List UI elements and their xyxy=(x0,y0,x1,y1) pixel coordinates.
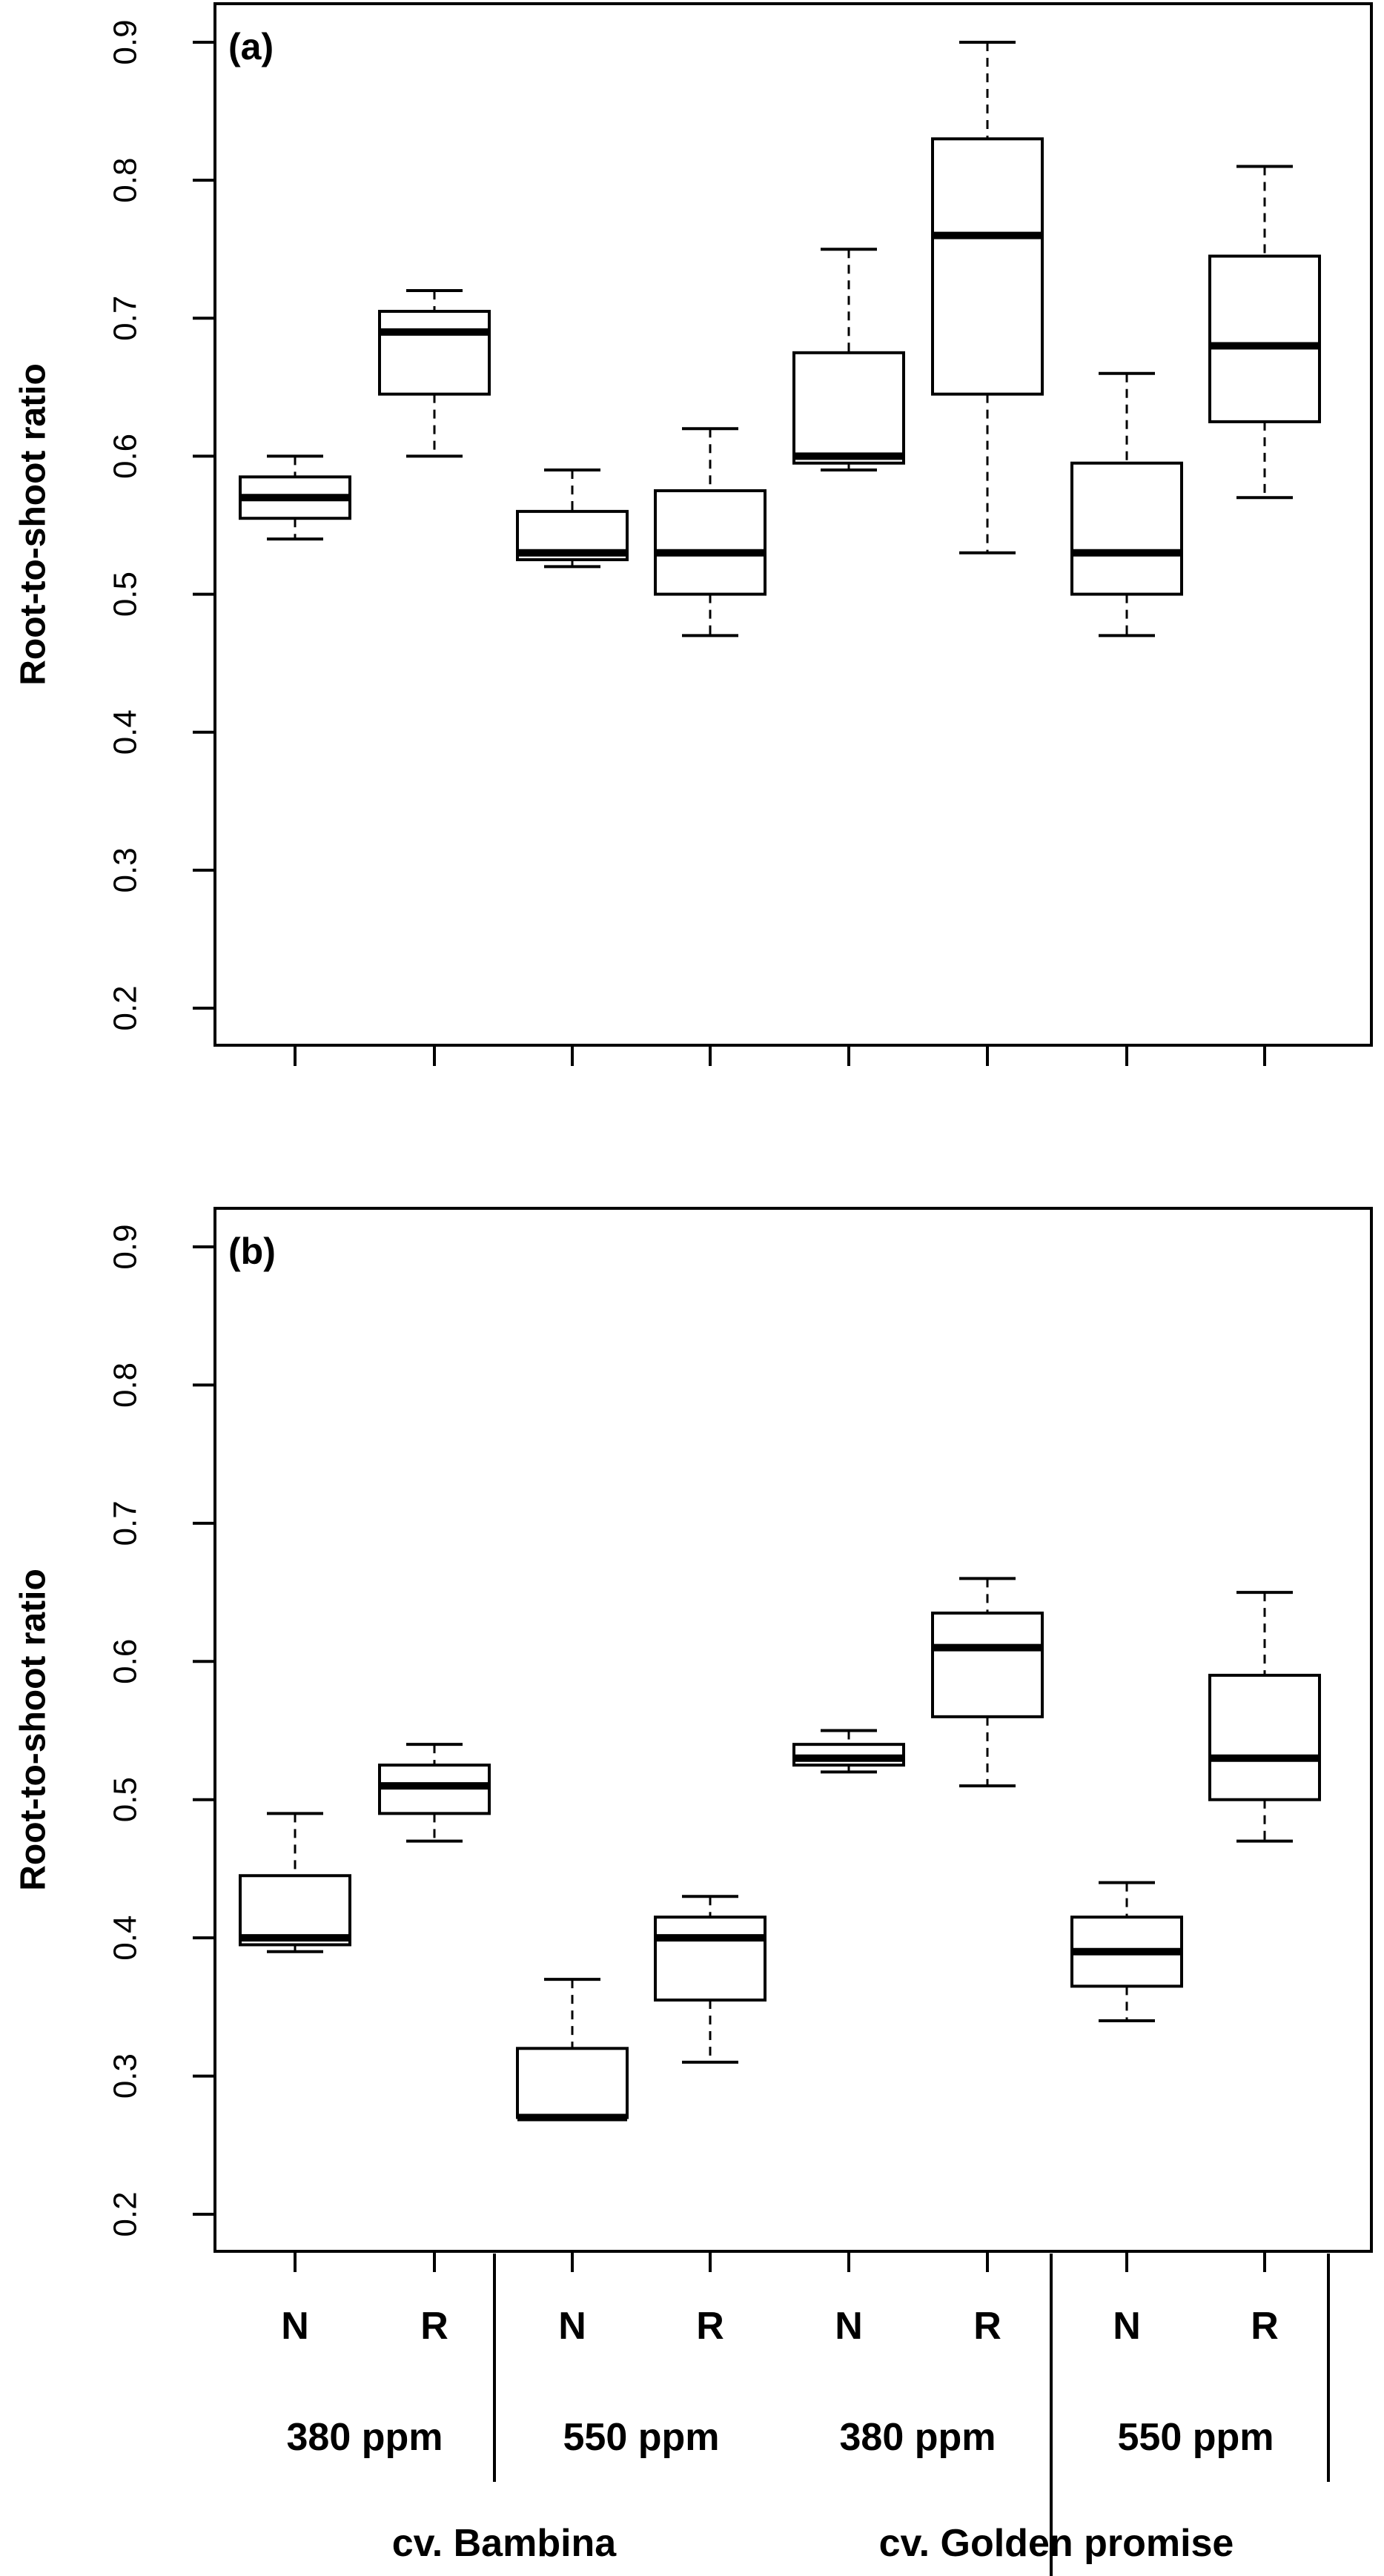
x-group-label: 550 ppm xyxy=(563,2416,720,2459)
box-r-8 xyxy=(1208,1591,1321,1843)
plot-frame xyxy=(213,2,1373,1047)
box-r-6 xyxy=(931,1577,1044,1788)
box-iqr xyxy=(1208,1673,1321,1801)
box-iqr xyxy=(1208,254,1321,423)
box-r-8 xyxy=(1208,165,1321,500)
y-tick-label: 0.8 xyxy=(107,1363,144,1408)
x-category-label: R xyxy=(973,2305,1001,2348)
box-iqr xyxy=(654,1916,767,2002)
box-iqr xyxy=(516,2047,629,2119)
y-tick-label: 0.5 xyxy=(107,1777,144,1822)
box-n-1 xyxy=(239,1812,351,1953)
panel-a: (a) 0.2 0.3 0.4 0.5 0.6 0.7 0.8 0.9 Root-to-shoot… xyxy=(14,2,1373,1066)
box-n-7 xyxy=(1070,371,1183,638)
x-group-label: 380 ppm xyxy=(287,2416,443,2459)
panel-label: (b) xyxy=(228,1231,276,1272)
x-axis-category-labels: N R N R N R N R 380 ppm 550 ppm 380 ppm 550 ppm cv. … xyxy=(281,2254,1330,2576)
x-category-label: R xyxy=(1251,2305,1279,2348)
x-category-label: R xyxy=(420,2305,448,2348)
x-group-label: 380 ppm xyxy=(840,2416,996,2459)
x-category-label: N xyxy=(281,2305,309,2348)
x-category-label: R xyxy=(696,2305,724,2348)
box-r-2 xyxy=(378,289,491,458)
box-n-1 xyxy=(239,454,351,541)
box-iqr xyxy=(239,1874,351,1947)
box-r-4 xyxy=(654,1895,767,2064)
panel-label: (a) xyxy=(228,26,274,67)
box-r-4 xyxy=(654,427,767,638)
box-iqr xyxy=(931,1612,1044,1718)
box-r-6 xyxy=(931,41,1044,554)
y-tick-label: 0.8 xyxy=(107,158,144,203)
box-iqr xyxy=(1070,461,1183,596)
box-n-7 xyxy=(1070,1881,1183,2022)
x-category-label: N xyxy=(1113,2305,1141,2348)
y-tick-label: 0.7 xyxy=(107,1500,144,1546)
box-n-3 xyxy=(516,468,629,569)
box-n-5 xyxy=(792,1729,905,1774)
y-axis-title: Root-to-shoot ratio xyxy=(14,363,53,686)
y-tick-label: 0.2 xyxy=(107,985,144,1030)
box-n-5 xyxy=(792,248,905,472)
y-tick-label: 0.4 xyxy=(107,1916,144,1961)
y-tick-label: 0.6 xyxy=(107,1639,144,1684)
box-iqr xyxy=(792,351,905,465)
x-category-label: N xyxy=(558,2305,586,2348)
box-n-3 xyxy=(516,1978,629,2122)
box-r-2 xyxy=(378,1743,491,1843)
y-tick-label: 0.5 xyxy=(107,572,144,617)
panel-b: (b) 0.2 0.3 0.4 0.5 0.6 0.7 0.8 0.9 Root-to-shoot… xyxy=(14,1207,1373,2272)
plot-frame xyxy=(213,1207,1373,2253)
y-tick-label: 0.6 xyxy=(107,434,144,479)
x-category-label: N xyxy=(835,2305,863,2348)
x-group-label: 550 ppm xyxy=(1118,2416,1274,2459)
y-tick-label: 0.9 xyxy=(107,19,144,64)
y-tick-label: 0.2 xyxy=(107,2191,144,2236)
box-iqr xyxy=(931,137,1044,396)
y-axis-title: Root-to-shoot ratio xyxy=(14,1569,53,1891)
y-tick-label: 0.3 xyxy=(107,847,144,893)
x-cultivar-label: cv. Golden promise xyxy=(879,2522,1234,2565)
box-iqr xyxy=(378,309,491,396)
x-cultivar-label: cv. Bambina xyxy=(392,2522,617,2565)
y-tick-label: 0.4 xyxy=(107,709,144,755)
y-tick-label: 0.7 xyxy=(107,296,144,341)
box-iqr xyxy=(654,489,767,596)
y-tick-label: 0.9 xyxy=(107,1224,144,1269)
y-tick-label: 0.3 xyxy=(107,2053,144,2099)
